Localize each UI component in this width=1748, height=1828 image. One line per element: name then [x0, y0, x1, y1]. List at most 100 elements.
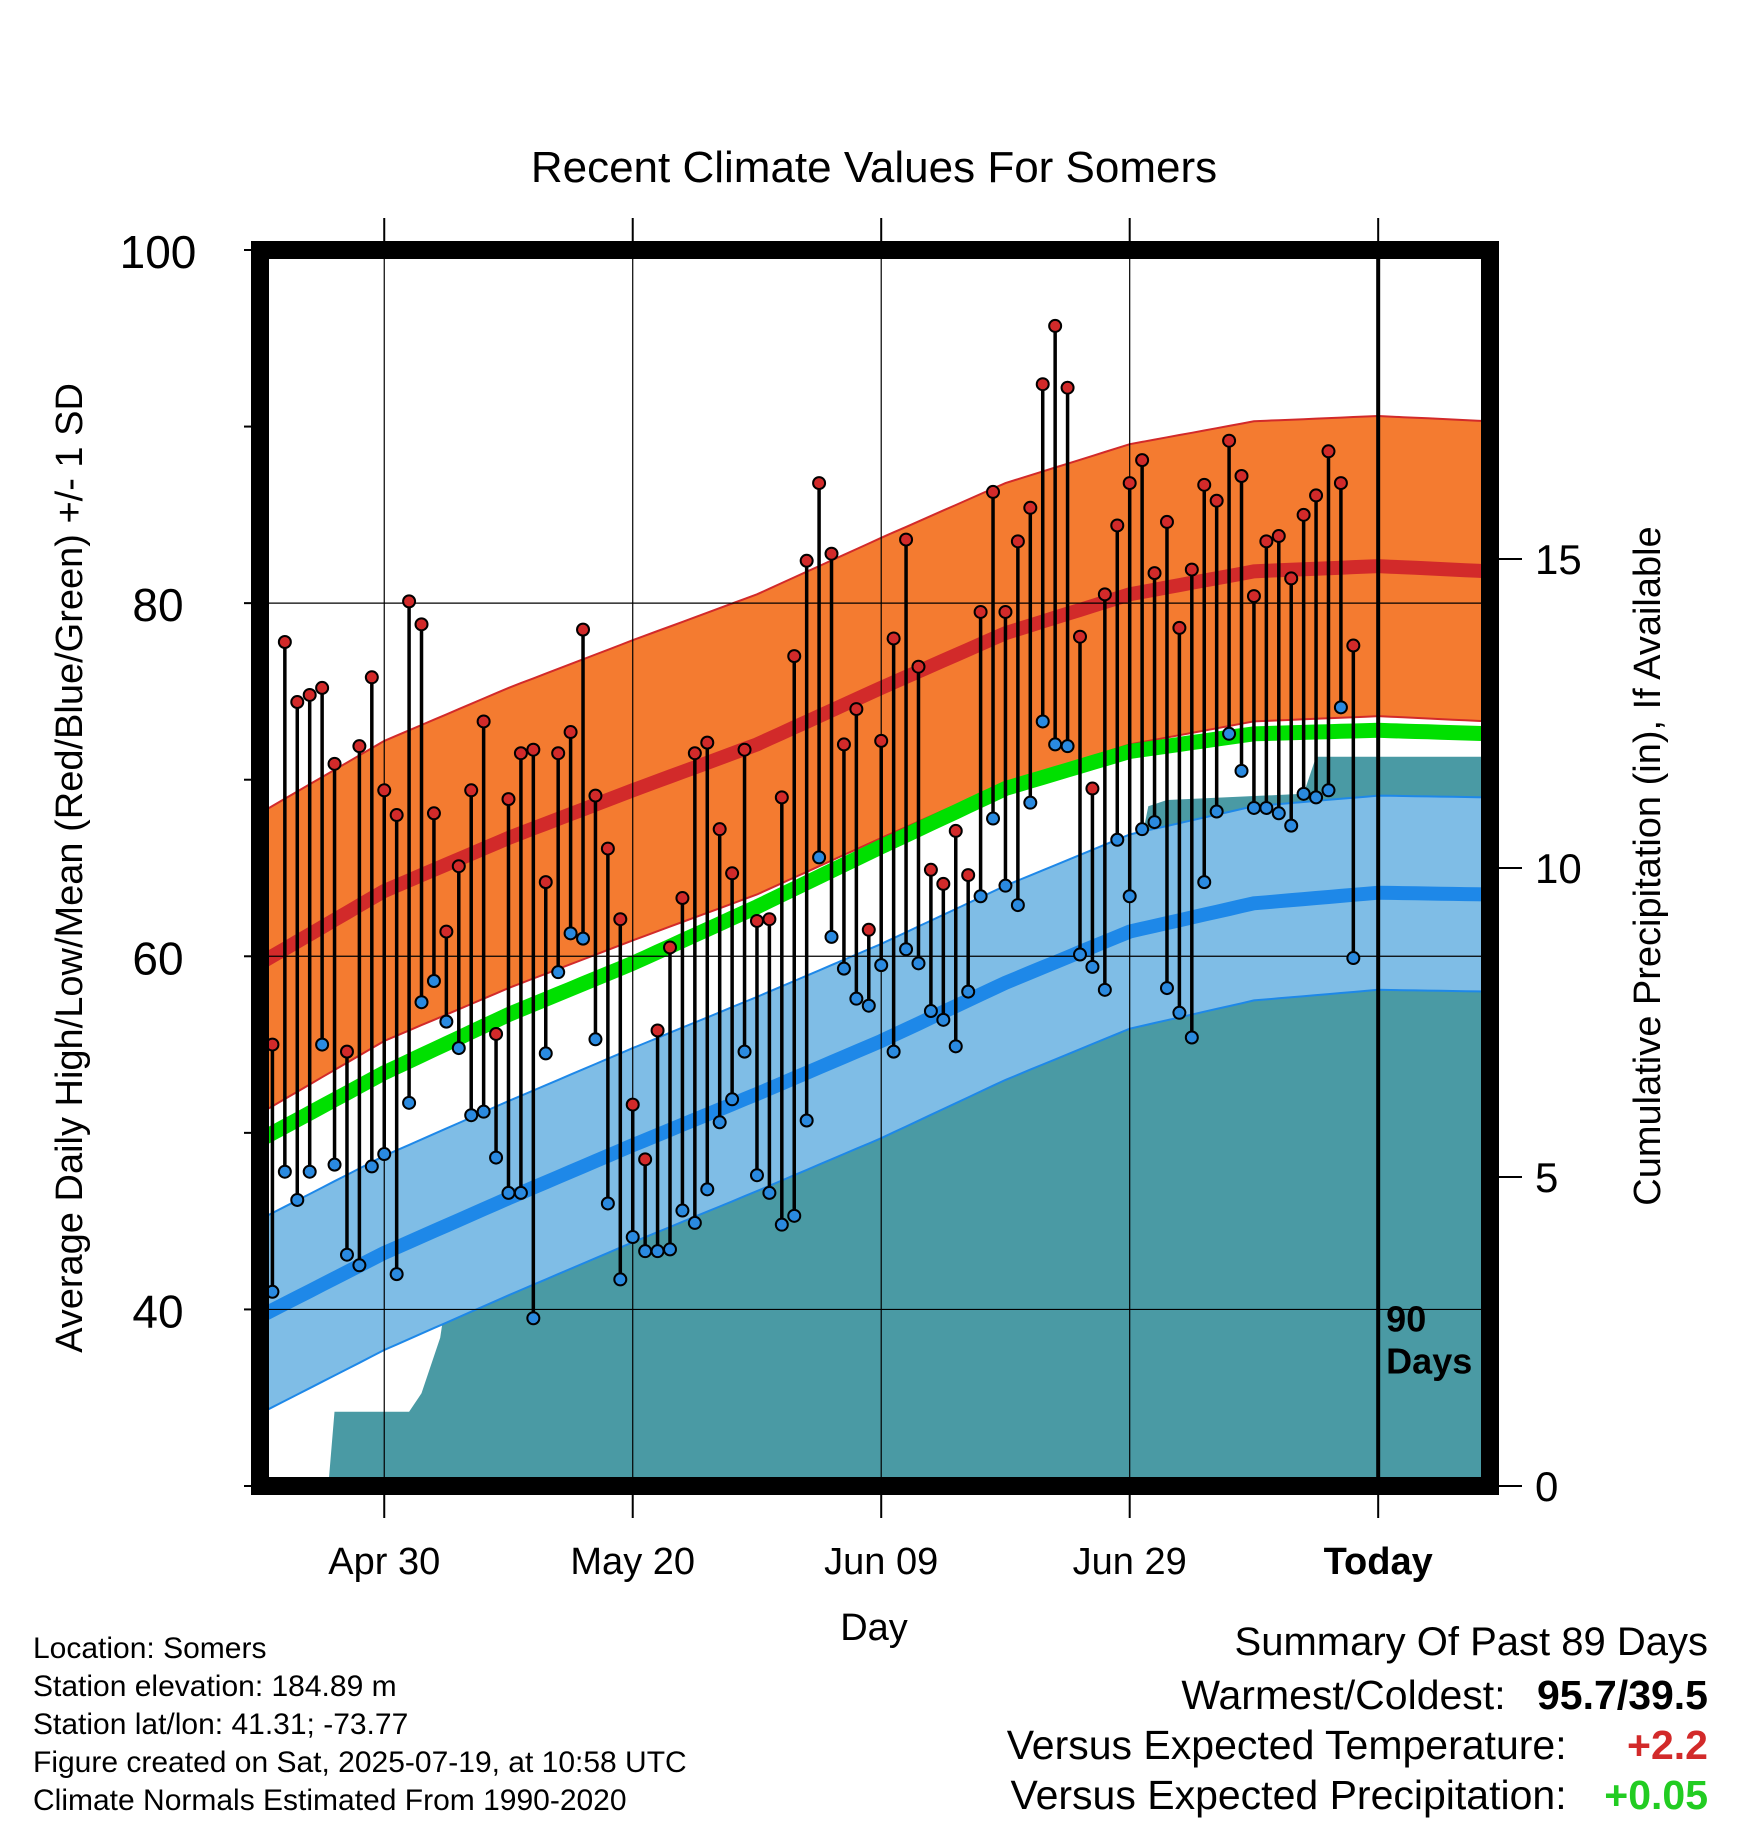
high-temp-point [352, 739, 367, 754]
low-temp-point [986, 811, 1001, 826]
high-temp-point [290, 695, 305, 710]
high-temp-point [1122, 476, 1137, 491]
low-temp-point [874, 958, 889, 973]
chart-title: Recent Climate Values For Somers [531, 143, 1217, 192]
low-temp-point [812, 850, 827, 865]
high-temp-point [1259, 534, 1274, 549]
low-temp-point [364, 1159, 379, 1174]
high-temp-point [874, 733, 889, 748]
high-temp-point [563, 725, 578, 740]
high-temp-point [1048, 318, 1063, 333]
high-temp-point [576, 622, 591, 637]
y2-tick-label: 10 [1535, 845, 1582, 892]
high-temp-point [1271, 529, 1286, 544]
low-temp-point [1110, 832, 1125, 847]
high-temp-point [526, 742, 541, 757]
high-temp-point [948, 823, 963, 838]
low-temp-point [687, 1215, 702, 1230]
low-temp-point [588, 1032, 603, 1047]
temp-label: Versus Expected Temperature: [1006, 1722, 1567, 1768]
low-normal-line [260, 885, 1490, 1323]
high-temp-point [1085, 781, 1100, 796]
low-temp-point [650, 1244, 665, 1259]
low-temp-point [1259, 800, 1274, 815]
high-band-lower-edge [260, 715, 1490, 1115]
low-temp-point [911, 956, 926, 971]
high-temp-point [1097, 587, 1112, 602]
high-temp-point [426, 806, 441, 821]
low-temp-point [625, 1230, 640, 1245]
high-band-upper-edge [260, 414, 1490, 815]
low-temp-point [737, 1044, 752, 1059]
high-normal-line [260, 559, 1490, 970]
y2-axis-label: Cumulative Precipitation (in), If Availa… [1627, 526, 1669, 1205]
low-temp-point [1048, 737, 1063, 752]
high-temp-point [1222, 433, 1237, 448]
high-temp-point [1284, 571, 1299, 586]
low-temp-point [290, 1192, 305, 1207]
y-tick-label: 100 [120, 226, 197, 278]
high-temp-point [501, 792, 516, 807]
low-temp-point [998, 878, 1013, 893]
low-temp-point [861, 998, 876, 1013]
low-temp-point [1197, 875, 1212, 890]
high-temp-point [315, 680, 330, 695]
high-temp-point [737, 742, 752, 757]
high-temp-point [1110, 518, 1125, 533]
low-temp-point [675, 1203, 690, 1218]
low-temp-point [1271, 806, 1286, 821]
low-temp-point [538, 1046, 553, 1061]
high-temp-point [787, 649, 802, 664]
low-temp-point [1222, 726, 1237, 741]
high-temp-point [687, 746, 702, 761]
summary-temp-row: Versus Expected Temperature: +2.2 [1007, 1722, 1708, 1769]
low-temp-point [799, 1113, 814, 1128]
high-temp-point [551, 746, 566, 761]
high-temp-point [327, 756, 342, 771]
low-temp-point [936, 1012, 951, 1027]
high-temp-point [588, 788, 603, 803]
summary-precip-row: Versus Expected Precipitation: +0.05 [1011, 1772, 1709, 1819]
high-temp-point [364, 670, 379, 685]
high-temp-point [650, 1023, 665, 1038]
high-temp-point [277, 634, 292, 649]
low-temp-point [700, 1182, 715, 1197]
high-temp-point [1333, 476, 1348, 491]
high-temp-point [414, 617, 429, 632]
low-temp-point [1035, 714, 1050, 729]
y2-tick-label: 15 [1535, 536, 1582, 583]
normals-note-text: Climate Normals Estimated From 1990-2020 [33, 1784, 627, 1817]
high-temp-point [377, 783, 392, 798]
low-temp-point [1309, 790, 1324, 805]
high-temp-point [1234, 469, 1249, 484]
high-temp-point [1172, 620, 1187, 635]
high-temp-point [849, 702, 864, 717]
x-tick-label: Jun 09 [824, 1541, 938, 1583]
latlon-text: Station lat/lon: 41.31; -73.77 [33, 1708, 409, 1741]
high-temp-point [339, 1044, 354, 1059]
precip-value: +0.05 [1604, 1772, 1708, 1818]
high-temp-point [725, 866, 740, 881]
low-sd-band [260, 795, 1490, 1414]
today-days-label-line: 90 [1386, 1299, 1426, 1340]
low-temp-point [315, 1037, 330, 1052]
created-text: Figure created on Sat, 2025-07-19, at 10… [33, 1746, 687, 1779]
summary-heading: Summary Of Past 89 Days [1234, 1620, 1708, 1664]
low-temp-point [402, 1095, 417, 1110]
low-temp-point [1060, 739, 1075, 754]
high-temp-point [998, 604, 1013, 619]
high-temp-point [1209, 493, 1224, 508]
high-temp-point [774, 790, 789, 805]
high-temp-point [489, 1026, 504, 1041]
low-temp-point [352, 1258, 367, 1273]
low-temp-point [526, 1311, 541, 1326]
low-temp-point [973, 889, 988, 904]
low-temp-point [1296, 786, 1311, 801]
low-temp-point [1346, 951, 1361, 966]
low-temp-point [923, 1004, 938, 1019]
low-temp-point [762, 1185, 777, 1200]
low-temp-point [464, 1108, 479, 1123]
high-temp-point [861, 922, 876, 937]
x-tick-label: Jun 29 [1073, 1541, 1187, 1583]
